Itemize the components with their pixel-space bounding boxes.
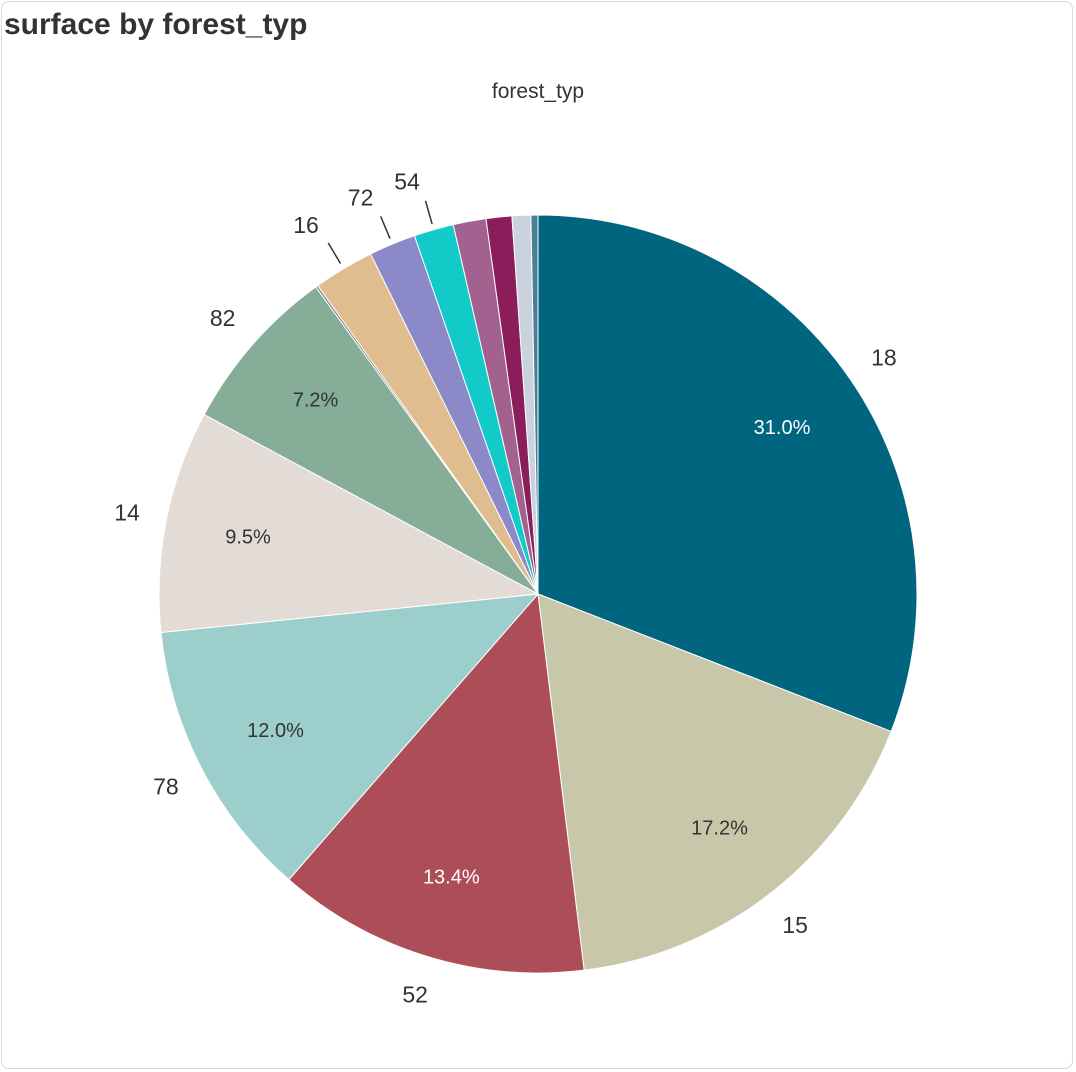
- slice-percent-label: 13.4%: [423, 867, 480, 889]
- slice-category-label: 52: [402, 982, 428, 1008]
- legend-title: forest_typ: [491, 80, 585, 103]
- slice-percent-label: 31.0%: [754, 417, 811, 439]
- chart-title: surface by forest_typ: [4, 8, 308, 41]
- pie-slice[interactable]: [158, 413, 540, 634]
- pie-slice[interactable]: [537, 593, 892, 971]
- pie-slice[interactable]: [537, 214, 918, 733]
- pie-slice[interactable]: [288, 592, 585, 974]
- slice-percent-label: 12.0%: [247, 720, 304, 742]
- label-leader-line: [380, 216, 391, 239]
- slice-category-label: 82: [210, 305, 236, 331]
- pie-slice[interactable]: [530, 214, 539, 595]
- slice-percent-label: 7.2%: [293, 389, 339, 411]
- slice-percent-label: 9.5%: [225, 527, 271, 549]
- slice-category-label: 78: [153, 774, 179, 800]
- slice-category-label: 54: [394, 168, 420, 194]
- pie-slice[interactable]: [203, 286, 539, 595]
- slice-category-label: 18: [871, 345, 897, 371]
- slice-category-label: 14: [114, 500, 140, 526]
- pie-slice[interactable]: [160, 593, 540, 881]
- slice-category-label: 72: [348, 185, 374, 211]
- slice-percent-label: 17.2%: [691, 817, 748, 839]
- slice-category-label: 15: [782, 912, 808, 938]
- slice-category-label: 16: [293, 212, 319, 238]
- label-leader-line: [424, 200, 433, 225]
- label-leader-line: [327, 242, 342, 264]
